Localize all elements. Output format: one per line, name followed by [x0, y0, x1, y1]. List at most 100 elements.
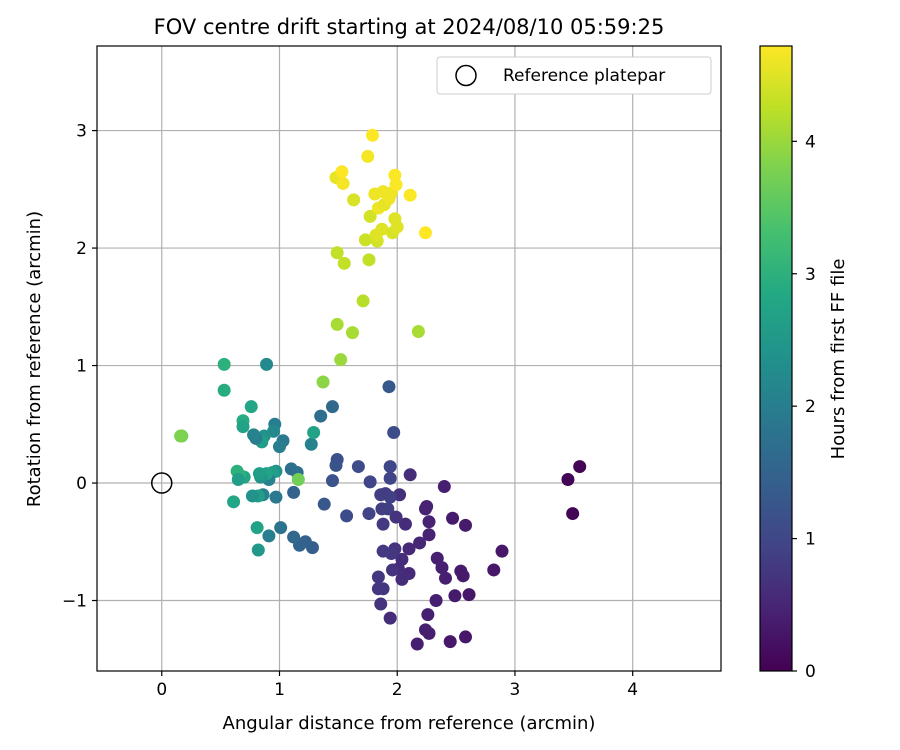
- colorbar-tick-label: 0: [805, 662, 816, 682]
- data-point: [330, 246, 344, 260]
- data-point: [376, 517, 390, 531]
- data-point: [334, 353, 348, 367]
- chart-title: FOV centre drift starting at 2024/08/10 …: [154, 15, 665, 39]
- plot-frame: [96, 45, 722, 672]
- data-point: [231, 473, 245, 487]
- data-point: [383, 460, 397, 474]
- data-point: [383, 611, 397, 625]
- data-point: [252, 467, 266, 481]
- y-axis-ticks: −1 0 1 2 3: [62, 122, 97, 612]
- data-point: [316, 375, 330, 389]
- data-point: [403, 188, 417, 202]
- data-point: [375, 222, 389, 236]
- data-point: [250, 521, 264, 535]
- data-point: [337, 256, 351, 270]
- colorbar-tick-label: 3: [805, 265, 816, 285]
- data-point: [217, 383, 231, 397]
- data-point: [227, 495, 241, 509]
- data-point: [387, 426, 401, 440]
- data-point: [459, 518, 473, 532]
- data-point: [329, 458, 343, 472]
- data-point: [462, 588, 476, 602]
- data-point: [347, 193, 361, 207]
- colorbar-gradient: [759, 45, 793, 672]
- data-point: [376, 544, 390, 558]
- data-points: [174, 128, 587, 651]
- data-point: [358, 233, 372, 247]
- grid-lines: [97, 46, 721, 671]
- data-point: [362, 507, 376, 521]
- colorbar-tick-label: 1: [805, 530, 816, 550]
- data-point: [375, 502, 389, 516]
- data-point: [437, 480, 451, 494]
- legend-entry-reference-platepar: Reference platepar: [503, 66, 665, 86]
- colorbar-label: Hours from first FF file: [828, 259, 849, 460]
- data-point: [430, 551, 444, 565]
- data-point: [260, 357, 274, 371]
- data-point: [340, 509, 354, 523]
- data-point: [287, 485, 301, 499]
- data-point: [269, 490, 283, 504]
- data-point: [383, 471, 397, 485]
- x-tick-label: 4: [627, 680, 638, 700]
- data-point: [422, 528, 436, 542]
- data-point: [356, 294, 370, 308]
- data-point: [330, 317, 344, 331]
- data-point: [495, 544, 509, 558]
- data-point: [395, 572, 409, 586]
- y-tick-label: 2: [76, 239, 87, 259]
- data-point: [487, 563, 501, 577]
- y-tick-label: 0: [76, 474, 87, 494]
- colorbar-tick-label: 4: [805, 132, 816, 152]
- data-point: [566, 507, 580, 521]
- data-point: [573, 460, 587, 474]
- data-point: [251, 543, 265, 557]
- data-point: [291, 473, 305, 487]
- data-point: [421, 608, 435, 622]
- data-point: [418, 226, 432, 240]
- plot-area: [96, 45, 722, 672]
- data-point: [448, 589, 462, 603]
- data-point: [272, 440, 286, 454]
- data-point: [317, 497, 331, 511]
- data-point: [418, 623, 432, 637]
- data-point: [335, 165, 349, 179]
- x-tick-label: 0: [156, 680, 167, 700]
- data-point: [403, 468, 417, 482]
- data-point: [217, 357, 231, 371]
- data-point: [336, 176, 350, 190]
- data-point: [314, 409, 328, 423]
- data-point: [446, 511, 460, 525]
- data-point: [420, 500, 434, 514]
- colorbar-tick-label: 2: [805, 397, 816, 417]
- data-point: [307, 426, 321, 440]
- data-point: [376, 582, 390, 596]
- data-point: [371, 570, 385, 584]
- data-point: [362, 253, 376, 267]
- x-axis-label: Angular distance from reference (arcmin): [223, 713, 596, 734]
- colorbar-ticks: 0 1 2 3 4: [792, 132, 816, 682]
- reference-platepar-marker: [151, 472, 173, 494]
- data-point: [244, 400, 258, 414]
- data-point: [386, 563, 400, 577]
- data-point: [284, 462, 298, 476]
- data-point: [325, 400, 339, 414]
- data-point: [443, 635, 457, 649]
- data-point: [422, 515, 436, 529]
- data-point: [374, 488, 388, 502]
- x-axis-ticks: 0 1 2 3 4: [156, 671, 638, 700]
- x-tick-label: 1: [274, 680, 285, 700]
- data-point: [236, 420, 250, 434]
- data-point: [454, 564, 468, 578]
- y-axis-label: Rotation from reference (arcmin): [24, 211, 45, 507]
- data-point: [410, 637, 424, 651]
- x-tick-label: 2: [392, 680, 403, 700]
- data-point: [363, 209, 377, 223]
- data-point: [274, 521, 288, 535]
- legend-box: [436, 56, 712, 95]
- legend: Reference platepar: [436, 56, 712, 95]
- y-tick-label: 3: [76, 122, 87, 142]
- data-point: [374, 597, 388, 611]
- data-point: [429, 594, 443, 608]
